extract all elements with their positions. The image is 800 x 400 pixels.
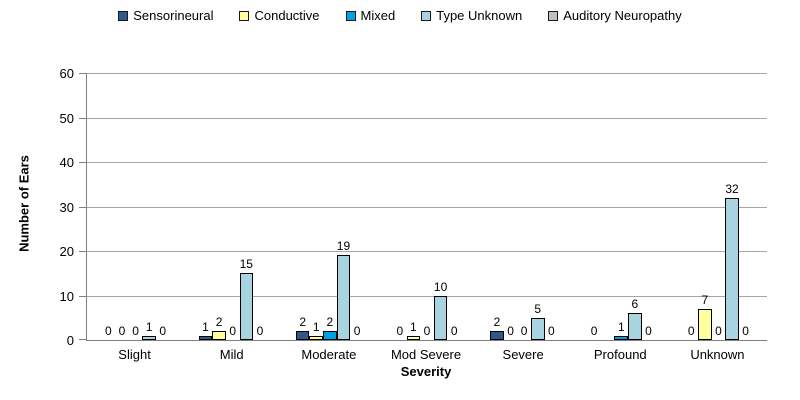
- y-axis-tick: [79, 117, 87, 119]
- value-label-conductive-unknown: 7: [701, 292, 709, 307]
- value-label-mixed-slight: 0: [132, 324, 139, 338]
- y-tick-label-50: 50: [59, 110, 74, 126]
- value-label-mixed-moderate: 2: [326, 315, 334, 330]
- value-label-auditory-neuropathy-moderate: 0: [353, 324, 361, 338]
- value-label-auditory-neuropathy-unknown: 0: [742, 324, 749, 338]
- y-axis-tick: [79, 73, 87, 74]
- value-label-type-unknown-slight: 1: [145, 319, 153, 334]
- legend-swatch-sensorineural: [118, 10, 129, 21]
- gridline-40: [87, 162, 767, 163]
- gridline-20: [87, 251, 767, 252]
- y-tick-label-20: 20: [59, 244, 74, 259]
- x-tick-label-slight: Slight: [118, 347, 151, 362]
- gridline-60: [87, 73, 767, 74]
- value-label-conductive-slight: 0: [118, 324, 126, 338]
- bar-conductive-moderate: [309, 335, 324, 340]
- bar-sensorineural-severe: [490, 331, 504, 340]
- bar-mixed-profound: [614, 335, 629, 340]
- value-label-auditory-neuropathy-slight: 0: [159, 324, 167, 338]
- legend-item-sensorineural: Sensorineural: [118, 8, 213, 23]
- legend-item-conductive: Conductive: [239, 8, 320, 23]
- value-label-type-unknown-unknown: 32: [725, 181, 739, 196]
- value-label-type-unknown-moderate: 19: [336, 239, 351, 254]
- bar-type-unknown-unknown: [725, 197, 739, 340]
- chart-legend: Sensorineural Conductive Mixed Type Unknown…: [0, 8, 800, 23]
- legend-swatch-auditory-neuropathy: [548, 10, 559, 21]
- gridline-30: [87, 206, 767, 208]
- legend-item-type-unknown: Type Unknown: [421, 8, 522, 23]
- bar-type-unknown-mild: [239, 273, 254, 340]
- bar-type-unknown-moderate: [336, 255, 351, 340]
- gridline-10: [87, 295, 767, 297]
- value-label-conductive-mod-severe: 1: [410, 319, 417, 334]
- y-axis-tick: [79, 251, 87, 252]
- y-axis-tick: [79, 206, 87, 208]
- value-label-sensorineural-profound: 0: [590, 324, 598, 338]
- bar-mixed-moderate: [323, 331, 337, 340]
- legend-swatch-mixed: [345, 10, 356, 21]
- y-tick-label-0: 0: [66, 333, 74, 348]
- legend-label: Conductive: [254, 8, 320, 23]
- y-axis-tick: [79, 162, 87, 163]
- bar-conductive-unknown: [698, 308, 712, 340]
- legend-label: Mixed: [360, 8, 396, 23]
- legend-label: Sensorineural: [133, 8, 214, 23]
- y-tick-label-30: 30: [59, 199, 74, 215]
- bar-type-unknown-profound: [628, 313, 642, 340]
- legend-swatch-type-unknown: [421, 10, 432, 21]
- legend-label: Type Unknown: [436, 8, 523, 23]
- bar-conductive-mild: [212, 331, 226, 340]
- value-label-sensorineural-mod-severe: 0: [396, 324, 404, 338]
- y-axis-title: Number of Ears: [16, 155, 32, 252]
- value-label-sensorineural-unknown: 0: [687, 324, 695, 338]
- legend-item-auditory-neuropathy: Auditory Neuropathy: [548, 8, 682, 23]
- x-tick-label-mild: Mild: [219, 347, 244, 362]
- bar-conductive-mod-severe: [406, 335, 421, 340]
- value-label-sensorineural-moderate: 2: [299, 315, 306, 330]
- value-label-conductive-severe: 0: [507, 324, 514, 338]
- value-label-mixed-profound: 1: [617, 319, 625, 334]
- value-label-conductive-moderate: 1: [312, 319, 320, 334]
- legend-label: Auditory Neuropathy: [563, 8, 682, 23]
- value-label-mixed-unknown: 0: [715, 324, 722, 338]
- value-label-sensorineural-severe: 2: [493, 315, 501, 330]
- legend-swatch-conductive: [239, 10, 250, 21]
- y-tick-label-10: 10: [59, 288, 74, 304]
- bar-type-unknown-mod-severe: [433, 295, 448, 340]
- plot-area: 0 0 0 1 0 1 2 0 15 0 2 1 2 19 0 0 1 0 10 0 2 0 0 5 0 0 1 6 0 0 7 0 32 0: [79, 73, 767, 341]
- x-tick-label-unknown: Unknown: [690, 347, 745, 362]
- x-axis-title: Severity: [400, 364, 452, 379]
- value-label-mixed-mod-severe: 0: [423, 324, 431, 338]
- x-tick-label-profound: Profound: [593, 347, 647, 362]
- y-tick-label-40: 40: [59, 155, 74, 170]
- value-label-sensorineural-slight: 0: [105, 324, 112, 338]
- value-label-conductive-mild: 2: [215, 315, 223, 330]
- value-label-auditory-neuropathy-mild: 0: [256, 324, 264, 338]
- bar-type-unknown-slight: [142, 335, 156, 340]
- value-label-type-unknown-profound: 6: [631, 297, 639, 312]
- y-axis-tick: [79, 295, 87, 297]
- value-label-auditory-neuropathy-severe: 0: [547, 324, 555, 338]
- value-label-type-unknown-mild: 15: [239, 257, 253, 272]
- value-label-mixed-mild: 0: [229, 324, 237, 338]
- x-tick-label-mod-severe: Mod Severe: [390, 347, 462, 362]
- value-label-type-unknown-mod-severe: 10: [433, 279, 448, 294]
- x-tick-label-moderate: Moderate: [301, 347, 357, 362]
- value-label-sensorineural-mild: 1: [202, 319, 209, 334]
- gridline-50: [87, 117, 767, 119]
- x-tick-label-severe: Severe: [502, 347, 544, 362]
- y-axis-tick: [79, 339, 87, 340]
- bar-sensorineural-mild: [198, 335, 213, 340]
- legend-item-mixed: Mixed: [345, 8, 396, 23]
- bar-type-unknown-severe: [530, 317, 545, 340]
- value-label-type-unknown-severe: 5: [534, 301, 542, 316]
- value-label-auditory-neuropathy-mod-severe: 0: [450, 324, 458, 338]
- value-label-auditory-neuropathy-profound: 0: [645, 324, 652, 338]
- bar-sensorineural-moderate: [295, 331, 310, 340]
- value-label-mixed-severe: 0: [520, 324, 528, 338]
- y-tick-label-60: 60: [59, 66, 74, 81]
